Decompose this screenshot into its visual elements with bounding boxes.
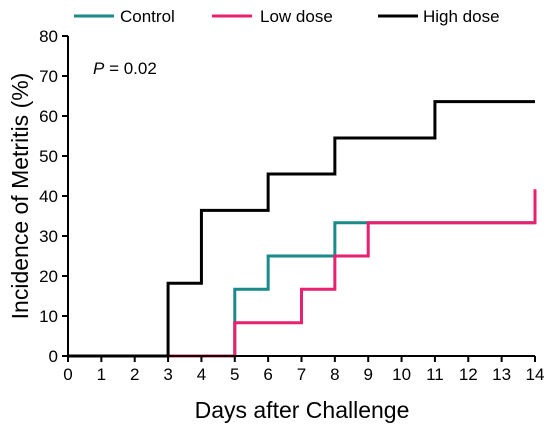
legend-label-high-dose: High dose (423, 7, 500, 26)
p-value-annotation: P = 0.02 (93, 59, 157, 78)
x-tick-label-6: 6 (263, 365, 272, 384)
series-line-high-dose (68, 100, 535, 358)
x-tick-label-4: 4 (197, 365, 206, 384)
y-tick-label-30: 30 (39, 227, 58, 246)
y-tick-label-60: 60 (39, 107, 58, 126)
x-tick-label-1: 1 (97, 365, 106, 384)
y-tick-label-70: 70 (39, 67, 58, 86)
y-tick-label-40: 40 (39, 187, 58, 206)
x-tick-label-7: 7 (297, 365, 306, 384)
x-tick-label-14: 14 (526, 365, 545, 384)
x-tick-label-9: 9 (363, 365, 372, 384)
y-tick-label-10: 10 (39, 307, 58, 326)
x-axis-title: Days after Challenge (195, 397, 410, 423)
p-value-text: = 0.02 (104, 59, 156, 78)
y-ticks: 0 10 20 30 40 50 60 70 80 (39, 27, 68, 366)
x-tick-label-5: 5 (230, 365, 239, 384)
legend: Control Low dose High dose (74, 7, 500, 26)
series-line-low-dose (68, 189, 537, 358)
y-tick-label-0: 0 (49, 347, 58, 366)
x-tick-label-2: 2 (130, 365, 139, 384)
x-tick-label-12: 12 (459, 365, 478, 384)
p-value-symbol: P (93, 59, 105, 78)
series-layer (68, 100, 537, 358)
x-tick-label-0: 0 (63, 365, 72, 384)
x-ticks: 0 1 2 3 4 5 6 7 8 9 10 11 12 13 14 (63, 356, 544, 384)
y-tick-label-80: 80 (39, 27, 58, 46)
x-tick-label-13: 13 (492, 365, 511, 384)
x-tick-label-10: 10 (392, 365, 411, 384)
y-tick-label-50: 50 (39, 147, 58, 166)
legend-label-low-dose: Low dose (260, 7, 333, 26)
x-tick-label-3: 3 (163, 365, 172, 384)
y-tick-label-20: 20 (39, 267, 58, 286)
y-axis-title: Incidence of Metritis (%) (7, 73, 33, 320)
x-tick-label-11: 11 (426, 365, 444, 384)
legend-label-control: Control (120, 7, 175, 26)
x-tick-label-8: 8 (330, 365, 339, 384)
